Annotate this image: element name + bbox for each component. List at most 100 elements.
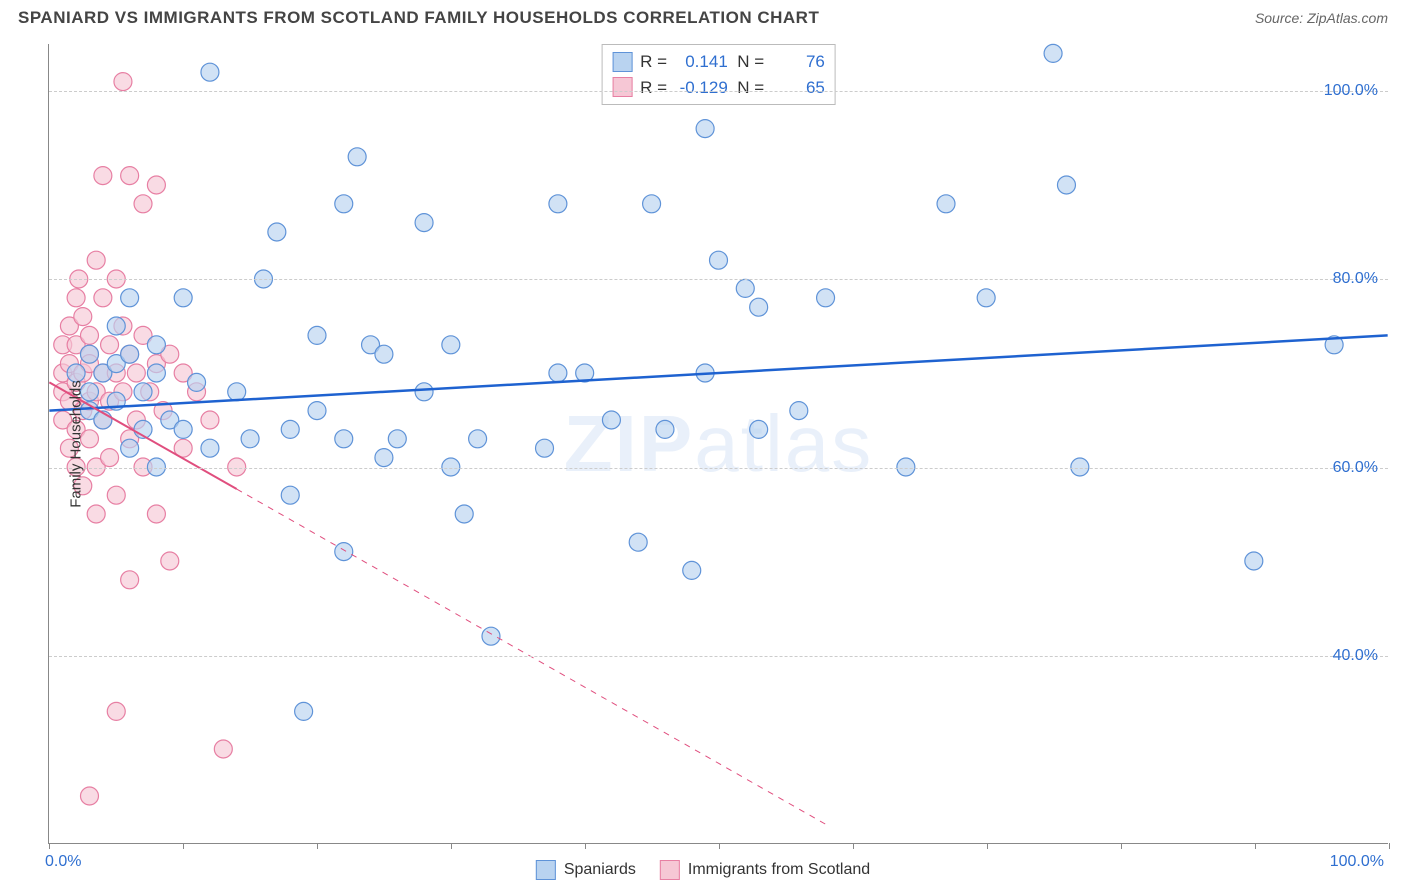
legend-swatch [612, 52, 632, 72]
data-point [1245, 552, 1263, 570]
data-point [335, 195, 353, 213]
x-max-label: 100.0% [1330, 853, 1384, 871]
data-point [87, 505, 105, 523]
legend-item: Immigrants from Scotland [660, 860, 870, 880]
data-point [348, 148, 366, 166]
y-tick-label: 40.0% [1333, 647, 1378, 665]
data-point [281, 420, 299, 438]
trend-line [49, 335, 1387, 410]
legend-label: Immigrants from Scotland [688, 861, 870, 879]
data-point [147, 176, 165, 194]
data-point [87, 251, 105, 269]
legend-swatch [660, 860, 680, 880]
data-point [134, 195, 152, 213]
stats-text: R = 0.141 N = 76 [640, 49, 825, 75]
data-point [335, 543, 353, 561]
data-point [817, 289, 835, 307]
y-tick-label: 60.0% [1333, 459, 1378, 477]
data-point [629, 533, 647, 551]
data-point [1044, 44, 1062, 62]
data-point [161, 552, 179, 570]
data-point [134, 383, 152, 401]
data-point [201, 63, 219, 81]
plot-region: ZIPatlas R = 0.141 N = 76R = -0.129 N = … [48, 44, 1388, 844]
chart-title: SPANIARD VS IMMIGRANTS FROM SCOTLAND FAM… [18, 8, 819, 28]
bottom-legend: Spaniards Immigrants from Scotland [536, 860, 870, 880]
data-point [174, 420, 192, 438]
x-tick [451, 843, 452, 849]
data-point [147, 505, 165, 523]
data-point [268, 223, 286, 241]
data-point [147, 364, 165, 382]
data-point [643, 195, 661, 213]
data-point [74, 308, 92, 326]
data-point [121, 439, 139, 457]
data-point [241, 430, 259, 448]
y-tick-label: 100.0% [1324, 82, 1378, 100]
x-tick [585, 843, 586, 849]
data-point [214, 740, 232, 758]
data-point [147, 336, 165, 354]
data-point [482, 627, 500, 645]
data-point [308, 326, 326, 344]
data-point [80, 326, 98, 344]
data-point [67, 289, 85, 307]
data-point [80, 345, 98, 363]
data-point [549, 195, 567, 213]
x-tick [987, 843, 988, 849]
legend-label: Spaniards [564, 861, 636, 879]
data-point [281, 486, 299, 504]
stats-row: R = 0.141 N = 76 [612, 49, 825, 75]
data-point [415, 214, 433, 232]
data-point [1057, 176, 1075, 194]
data-point [375, 449, 393, 467]
data-point [696, 120, 714, 138]
legend-swatch [612, 77, 632, 97]
x-tick [183, 843, 184, 849]
data-point [736, 279, 754, 297]
data-point [656, 420, 674, 438]
data-point [121, 345, 139, 363]
data-point [101, 449, 119, 467]
data-point [174, 289, 192, 307]
data-point [388, 430, 406, 448]
data-point [114, 73, 132, 91]
x-tick [1121, 843, 1122, 849]
data-point [201, 439, 219, 457]
data-point [188, 373, 206, 391]
data-point [750, 420, 768, 438]
scatter-svg [49, 44, 1388, 843]
data-point [335, 430, 353, 448]
data-point [977, 289, 995, 307]
legend-swatch [536, 860, 556, 880]
data-point [295, 702, 313, 720]
y-tick-label: 80.0% [1333, 270, 1378, 288]
data-point [415, 383, 433, 401]
data-point [228, 383, 246, 401]
data-point [121, 289, 139, 307]
gridline [49, 468, 1388, 469]
data-point [127, 364, 145, 382]
x-tick [1255, 843, 1256, 849]
data-point [683, 561, 701, 579]
data-point [107, 702, 125, 720]
data-point [790, 402, 808, 420]
data-point [710, 251, 728, 269]
legend-item: Spaniards [536, 860, 636, 880]
data-point [101, 336, 119, 354]
x-tick [1389, 843, 1390, 849]
stats-text: R = -0.129 N = 65 [640, 75, 825, 101]
data-point [455, 505, 473, 523]
gridline [49, 279, 1388, 280]
stats-row: R = -0.129 N = 65 [612, 75, 825, 101]
data-point [469, 430, 487, 448]
data-point [107, 486, 125, 504]
data-point [750, 298, 768, 316]
x-tick [49, 843, 50, 849]
data-point [308, 402, 326, 420]
data-point [375, 345, 393, 363]
data-point [80, 787, 98, 805]
data-point [937, 195, 955, 213]
x-tick [719, 843, 720, 849]
stats-legend: R = 0.141 N = 76R = -0.129 N = 65 [601, 44, 836, 105]
